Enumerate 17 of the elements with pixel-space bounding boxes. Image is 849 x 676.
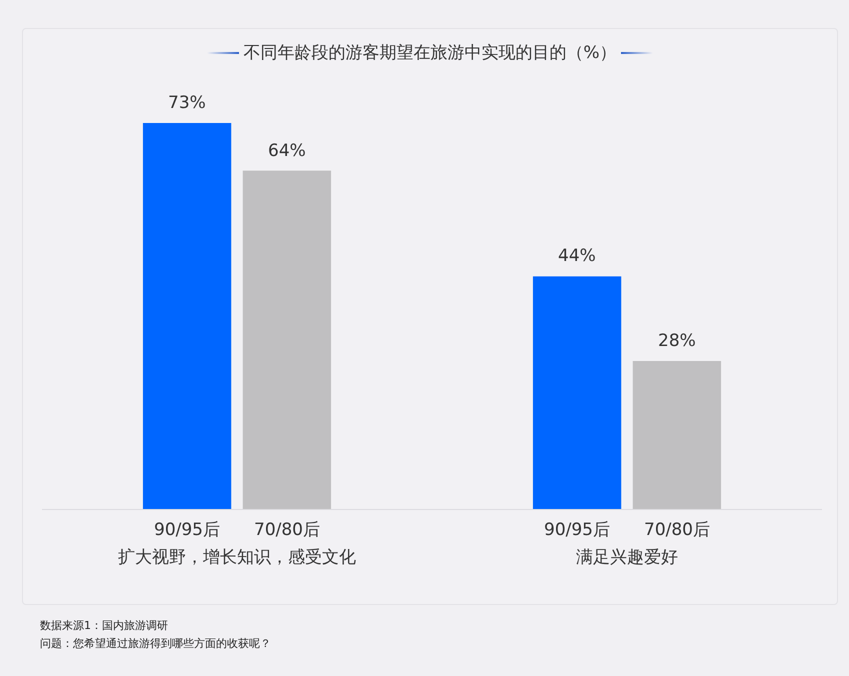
text: 数据来源1：国内旅游调研 <box>40 618 169 634</box>
data-label: 28% <box>658 331 696 351</box>
bar <box>242 170 332 509</box>
data-label: 44% <box>558 246 596 266</box>
text: 90/95后 <box>544 520 610 540</box>
series-label: 70/80后 <box>254 520 320 540</box>
data-label: 64% <box>268 141 306 161</box>
bar <box>532 276 622 509</box>
text: 问题：您希望通过旅游得到哪些方面的收获呢？ <box>40 636 271 652</box>
x-tick-label: 扩大视野，增长知识，感受文化 <box>118 547 356 568</box>
bar <box>142 123 232 509</box>
text: 70/80后 <box>644 520 710 540</box>
x-tick-label: 满足兴趣爱好 <box>576 547 678 568</box>
data-label: 73% <box>168 93 206 113</box>
chart-title: 不同年龄段的游客期望在旅游中实现的目的（%） <box>243 42 617 65</box>
bar <box>632 360 722 509</box>
series-label: 90/95后 <box>154 520 220 540</box>
